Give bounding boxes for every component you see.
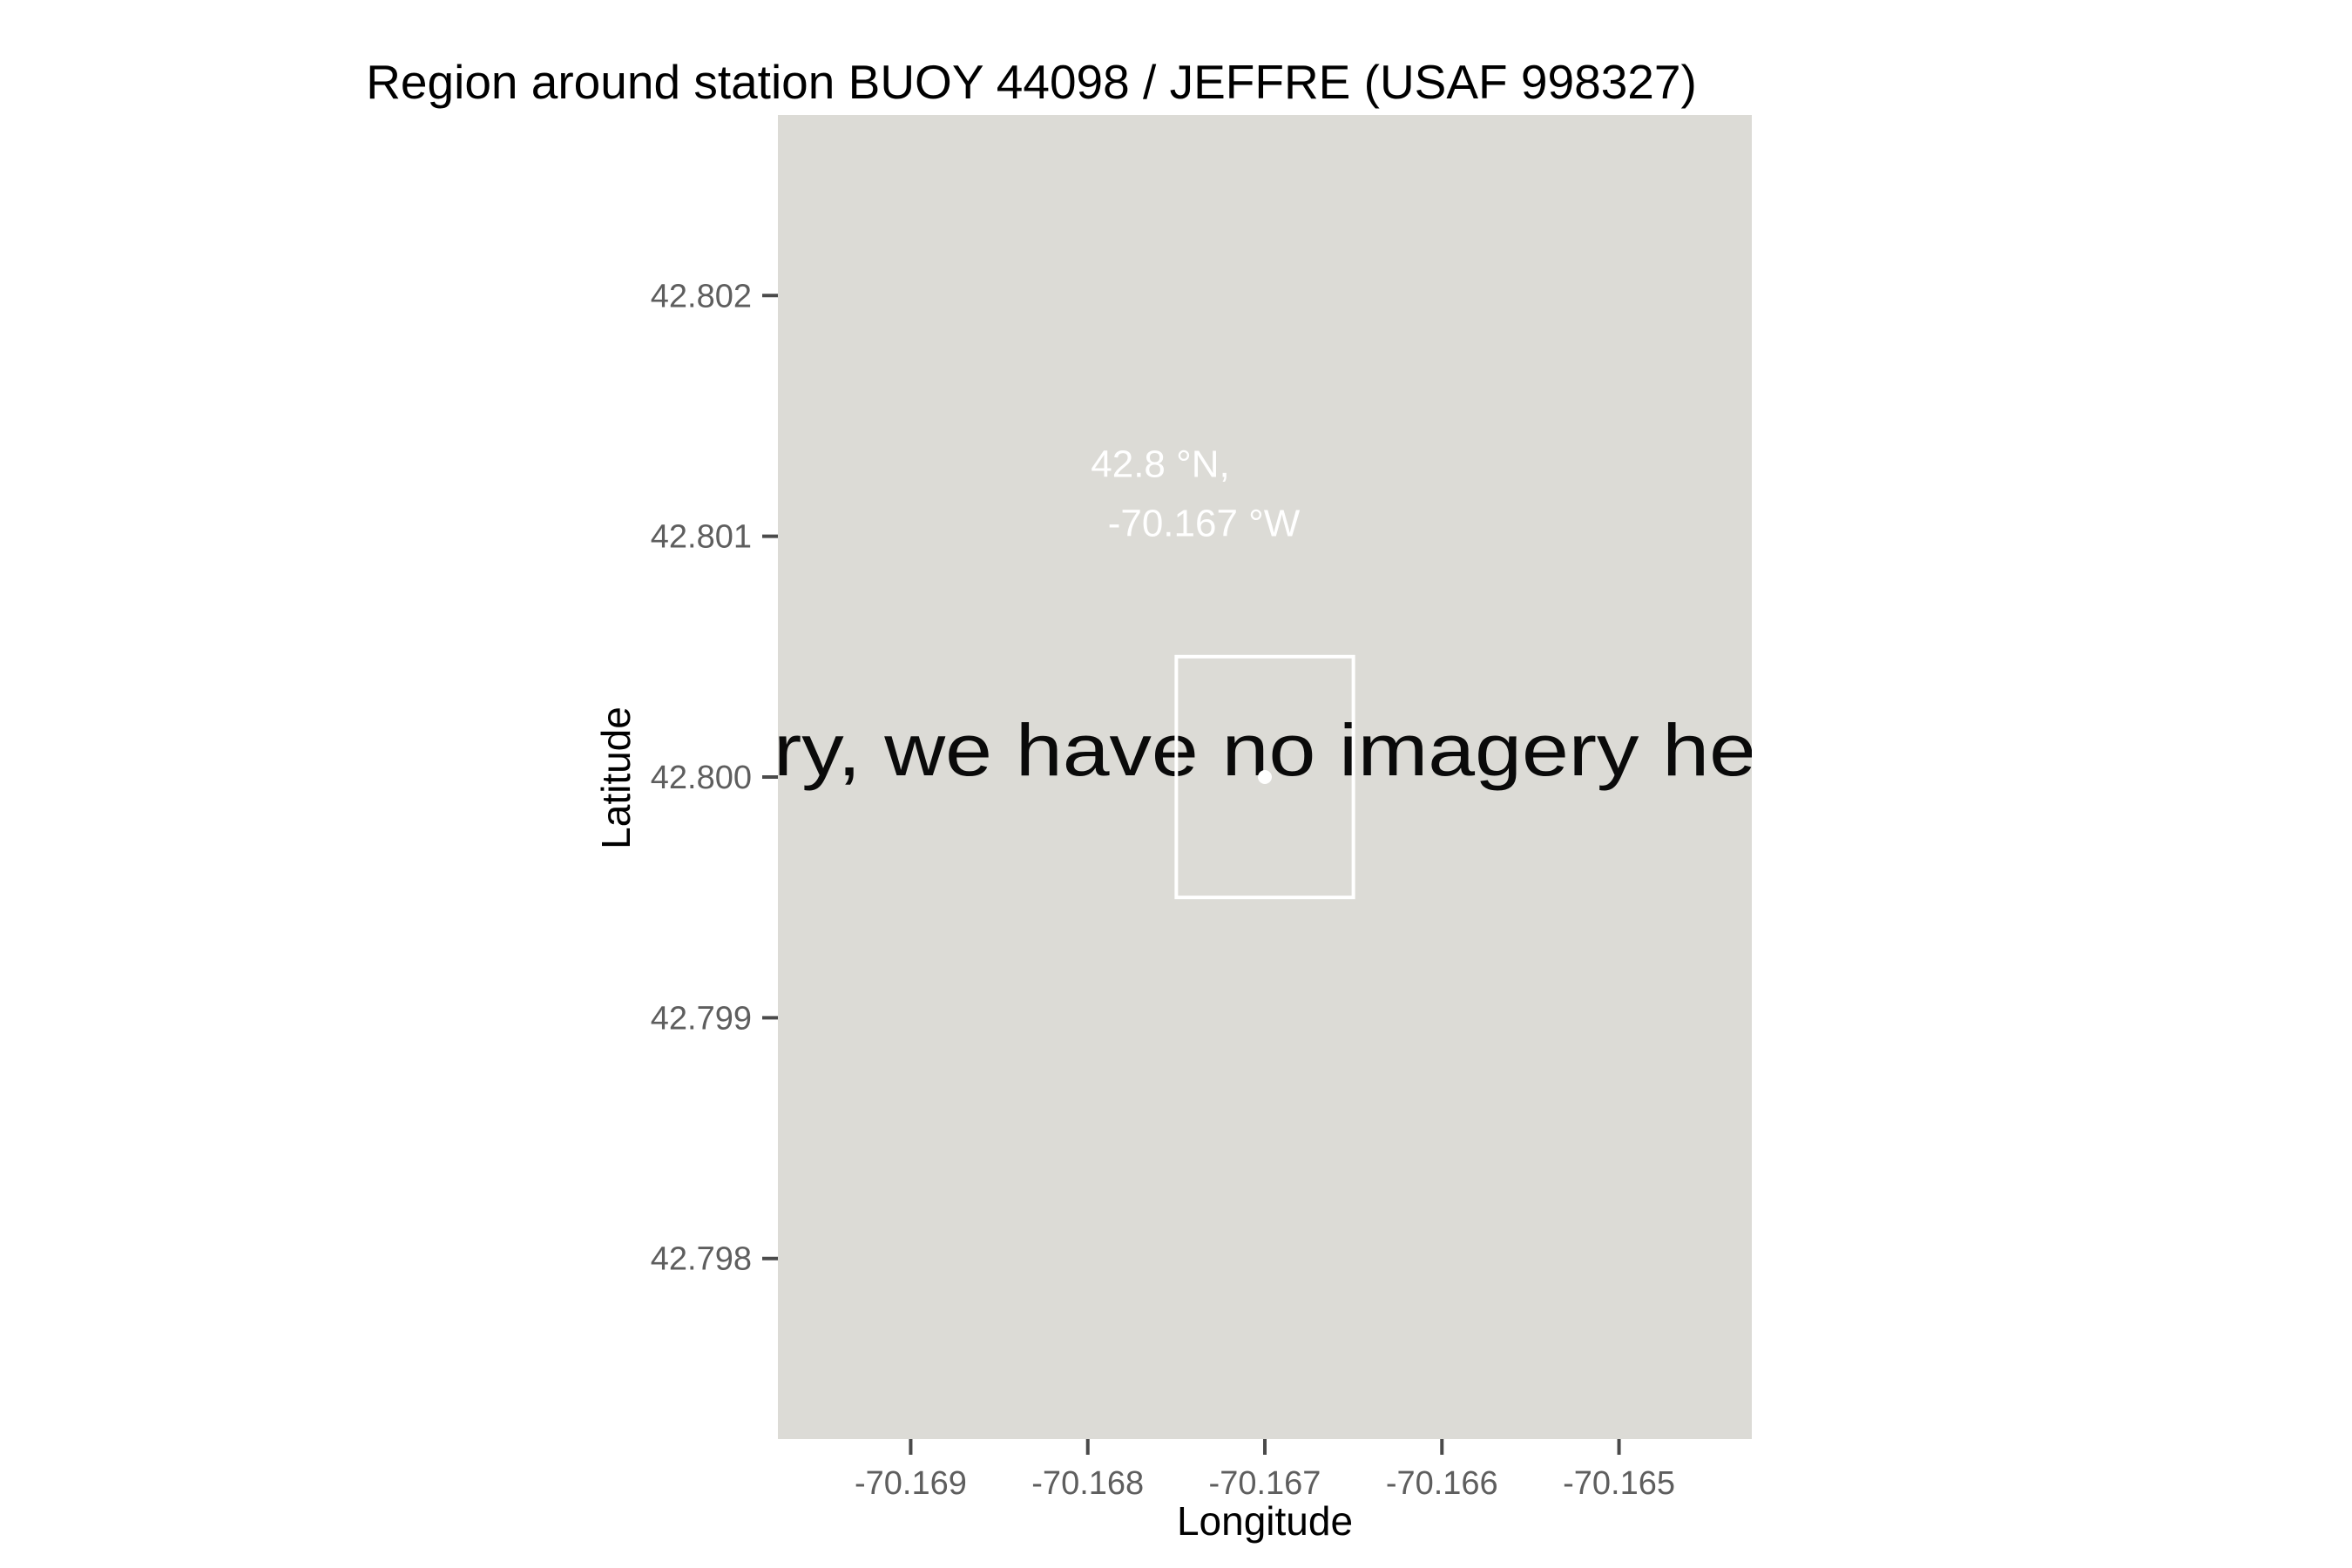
y-axis-title: Latitude xyxy=(593,706,639,849)
x-axis-title: Longitude xyxy=(1177,1498,1353,1544)
x-tick-label: -70.165 xyxy=(1563,1465,1675,1502)
y-tick-label: 42.799 xyxy=(651,1000,752,1037)
x-tick-label: -70.166 xyxy=(1386,1465,1498,1502)
y-axis: 42.802 42.801 42.800 42.799 42.798 xyxy=(651,278,778,1278)
x-tick-label: -70.167 xyxy=(1209,1465,1321,1502)
x-tick-label: -70.169 xyxy=(855,1465,967,1502)
figure-title: Region around station BUOY 44098 / JEFFR… xyxy=(366,55,1697,109)
y-tick-label: 42.802 xyxy=(651,278,752,314)
y-tick-label: 42.798 xyxy=(651,1241,752,1278)
coordinate-label-lat: 42.8 °N, xyxy=(1091,443,1229,486)
y-tick-label: 42.801 xyxy=(651,519,752,556)
coordinate-label-lon: -70.167 °W xyxy=(1108,503,1301,545)
station-marker xyxy=(1258,770,1272,784)
y-tick-label: 42.800 xyxy=(651,760,752,796)
x-axis: -70.169 -70.168 -70.167 -70.166 -70.165 xyxy=(855,1439,1675,1502)
station-bounding-box xyxy=(1174,654,1355,900)
x-tick-label: -70.168 xyxy=(1031,1465,1144,1502)
